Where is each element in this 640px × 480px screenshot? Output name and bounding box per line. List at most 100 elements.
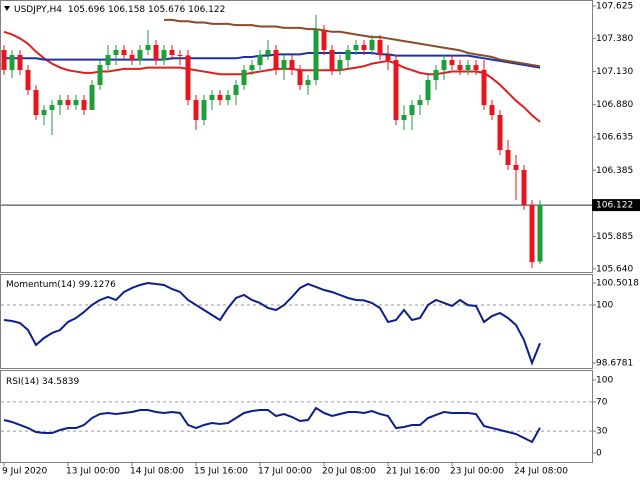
candle-body (401, 115, 407, 121)
candle-body (441, 60, 447, 70)
y-tick-label: 70 (596, 397, 608, 407)
candle-body (89, 85, 95, 110)
candle-body (33, 89, 39, 116)
candle-body (217, 95, 223, 101)
y-tick-label: 100 (596, 301, 613, 311)
candle-body (465, 65, 471, 70)
x-tick-label: 20 Jul 08:00 (322, 467, 376, 477)
candle-body (113, 49, 119, 55)
candle-body (457, 65, 463, 70)
candle-body (433, 69, 439, 81)
x-tick-label: 23 Jul 00:00 (450, 467, 504, 477)
candle-body (241, 69, 247, 86)
candle-body (369, 40, 375, 50)
candle-body (105, 54, 111, 66)
collapse-icon (4, 6, 10, 11)
candle-body (169, 49, 175, 55)
candle-body (129, 54, 135, 61)
candle-body (25, 69, 31, 90)
candle-body (481, 69, 487, 106)
candle-body (1, 49, 7, 70)
indicator-line (3, 281, 541, 366)
moving-average (164, 18, 541, 68)
indicator-line (3, 406, 541, 444)
rsi-panel-frame (0, 370, 593, 463)
y-tick-label: 106.385 (596, 166, 633, 176)
candle-body (265, 49, 271, 55)
price-label: 106.122 (596, 201, 633, 211)
candle-body (297, 69, 303, 86)
candle-body (321, 29, 327, 50)
last-close: 106.122 (188, 5, 225, 15)
y-tick-label: 106.880 (596, 100, 633, 110)
rsi-last: 34.5839 (42, 377, 79, 387)
candle-body (9, 54, 15, 70)
last-open: 105.696 (68, 5, 105, 15)
last-high: 106.158 (108, 5, 145, 15)
main-panel-frame (0, 0, 593, 273)
candle-body (65, 100, 71, 106)
x-tick-label: 14 Jul 08:00 (130, 467, 184, 477)
candle-body (313, 29, 319, 81)
candle-body (41, 109, 47, 116)
y-tick-label: 107.130 (596, 67, 633, 77)
x-tick-label: 24 Jul 08:00 (514, 467, 568, 477)
candle-body (185, 55, 191, 101)
y-tick-label: 106.635 (596, 133, 633, 143)
momentum-title: Momentum(14) (6, 280, 76, 290)
candle-body (73, 100, 79, 106)
candle-body (289, 60, 295, 70)
candle-body (521, 169, 527, 205)
candle-body (353, 45, 359, 50)
y-tick-label: 0 (596, 449, 602, 459)
candle-body (137, 49, 143, 61)
candle-body (305, 80, 311, 86)
y-tick-label: 107.380 (596, 34, 633, 44)
candle-body (201, 100, 207, 121)
candle-body (121, 49, 127, 55)
momentum-last: 99.1276 (79, 280, 116, 290)
candle-body (473, 65, 479, 70)
rsi-title: RSI(14) (6, 377, 39, 387)
last-low: 105.676 (148, 5, 185, 15)
moving-average (4, 52, 541, 69)
candle-body (417, 100, 423, 106)
candle-body (337, 60, 343, 70)
candle-body (257, 54, 263, 66)
candle-body (505, 149, 511, 165)
candle-body (177, 54, 183, 56)
candle-body (449, 60, 455, 66)
y-tick-label: 100 (596, 375, 613, 385)
y-tick-label: 107.625 (596, 1, 633, 11)
candle-body (81, 100, 87, 110)
candle-body (273, 49, 279, 70)
x-tick-label: 21 Jul 16:00 (386, 467, 440, 477)
candle-body (385, 54, 391, 61)
candle-body (57, 100, 63, 106)
candle-body (513, 164, 519, 170)
candle-body (393, 60, 399, 121)
y-tick-label: 105.640 (596, 264, 633, 274)
x-tick-label: 15 Jul 16:00 (194, 467, 248, 477)
candle-body (281, 60, 287, 70)
candle-body (249, 65, 255, 70)
candle-body (145, 45, 151, 50)
momentum-header: Momentum(14) 99.1276 (6, 280, 116, 290)
candle-body (409, 105, 415, 116)
candle-body (193, 100, 199, 121)
candle-body (49, 105, 55, 110)
y-tick-label: 105.885 (596, 232, 633, 242)
rsi-header: RSI(14) 34.5839 (6, 377, 79, 387)
candle-body (345, 49, 351, 61)
x-tick-label: 17 Jul 00:00 (258, 467, 312, 477)
candle-body (329, 49, 335, 70)
candle-body (209, 95, 215, 101)
y-tick-label: 100.5018 (596, 278, 639, 288)
price-label-box (592, 199, 640, 212)
y-tick-label: 98.6781 (596, 358, 633, 368)
y-tick-label: 30 (596, 427, 608, 437)
x-tick-label: 13 Jul 00:00 (66, 467, 120, 477)
moving-average (3, 30, 541, 123)
